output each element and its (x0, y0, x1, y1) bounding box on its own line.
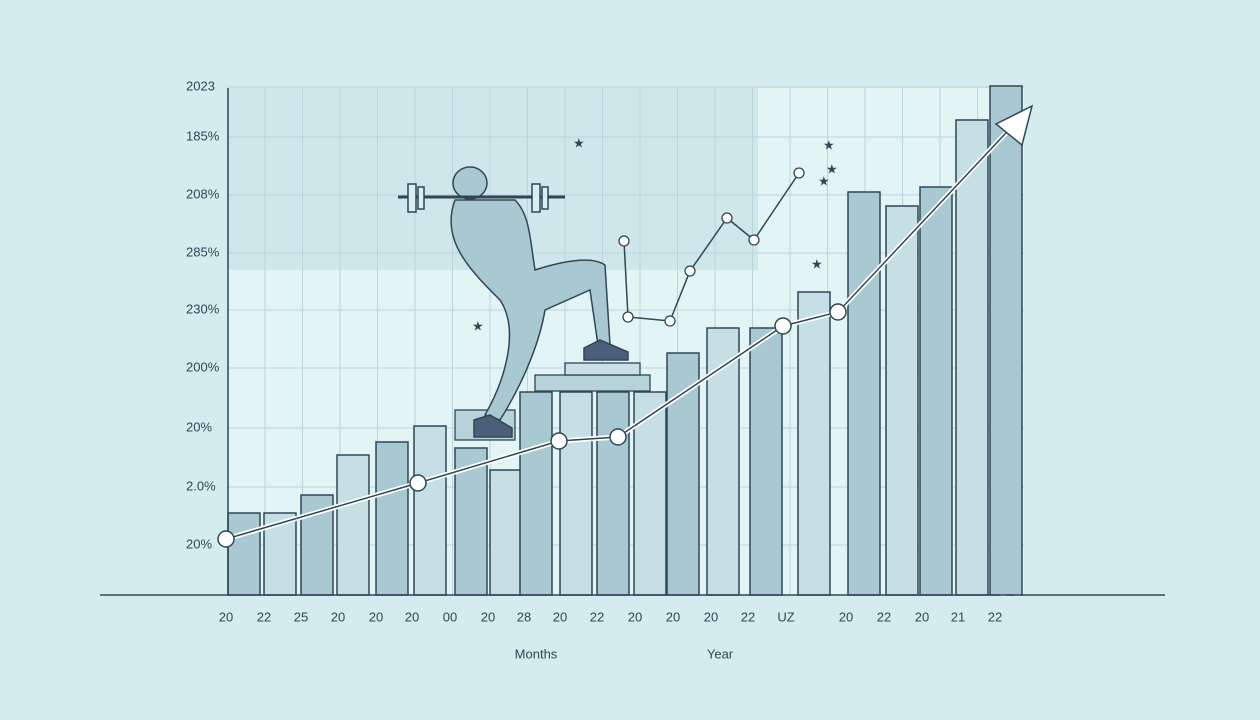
y-axis-label: 20% (186, 419, 212, 434)
bar (919, 186, 953, 596)
x-axis-label: 20 (666, 609, 680, 624)
lifter (398, 166, 629, 438)
x-axis-label: 20 (628, 609, 642, 624)
bar (955, 119, 989, 596)
x-axis-label: 20 (704, 609, 718, 624)
x-axis-label: 20 (839, 609, 853, 624)
bar (519, 391, 553, 596)
y-axis-label: 285% (186, 244, 220, 259)
x-axis-label: 20 (915, 609, 929, 624)
bars (227, 85, 1023, 596)
bar (413, 425, 447, 596)
y-axis-label: 208% (186, 186, 220, 201)
bar (227, 512, 261, 596)
x-axis-label: 21 (951, 609, 965, 624)
bar (375, 441, 409, 596)
small-points (618, 167, 805, 327)
bar (596, 391, 630, 596)
y-axis-label: 185% (186, 128, 220, 143)
trend-points (217, 303, 847, 548)
svg-text:★: ★ (823, 137, 835, 152)
x-axis-label: 22 (988, 609, 1002, 624)
bar (749, 327, 783, 596)
y-axis-label: 2023 (186, 78, 215, 93)
x-axis-label: 20 (553, 609, 567, 624)
y-axis-label: 20% (186, 536, 212, 551)
y-axis-label: 200% (186, 359, 220, 374)
bar (559, 391, 593, 596)
x-axis-label: 22 (877, 609, 891, 624)
bar (633, 391, 667, 596)
x-axis-label: 25 (294, 609, 308, 624)
x-axis-label: 20 (481, 609, 495, 624)
arrow-head (994, 104, 1034, 147)
svg-text:★: ★ (826, 161, 838, 176)
y-axis-label: 2.0% (186, 478, 216, 493)
stars: ★ ★★ ★★★ (472, 135, 838, 333)
labels: 2023 185% 208% 285% 230% 200% 20% 2.0% 20% 20 22 25… (186, 78, 1002, 661)
bar (847, 191, 881, 596)
bar (797, 291, 831, 596)
axis-title: Months (515, 646, 558, 661)
axis-title: Year (707, 646, 734, 661)
x-axis-label: 22 (590, 609, 604, 624)
x-axis-label: 22 (741, 609, 755, 624)
svg-text:★: ★ (818, 173, 830, 188)
bar (336, 454, 370, 596)
svg-text:★: ★ (573, 135, 585, 150)
bar (989, 85, 1023, 596)
y-axis-label: 230% (186, 301, 220, 316)
svg-text:★: ★ (472, 318, 484, 333)
x-axis-label: 20 (331, 609, 345, 624)
bar (666, 352, 700, 596)
bar (489, 469, 523, 596)
x-axis-label: 20 (219, 609, 233, 624)
x-axis-label: 00 (443, 609, 457, 624)
svg-text:★: ★ (811, 256, 823, 271)
x-axis-label: 22 (257, 609, 271, 624)
x-axis-label: UZ (777, 609, 794, 624)
x-axis-label: 20 (369, 609, 383, 624)
x-axis-label: 20 (405, 609, 419, 624)
bar (885, 205, 919, 596)
x-axis-label: 28 (517, 609, 531, 624)
